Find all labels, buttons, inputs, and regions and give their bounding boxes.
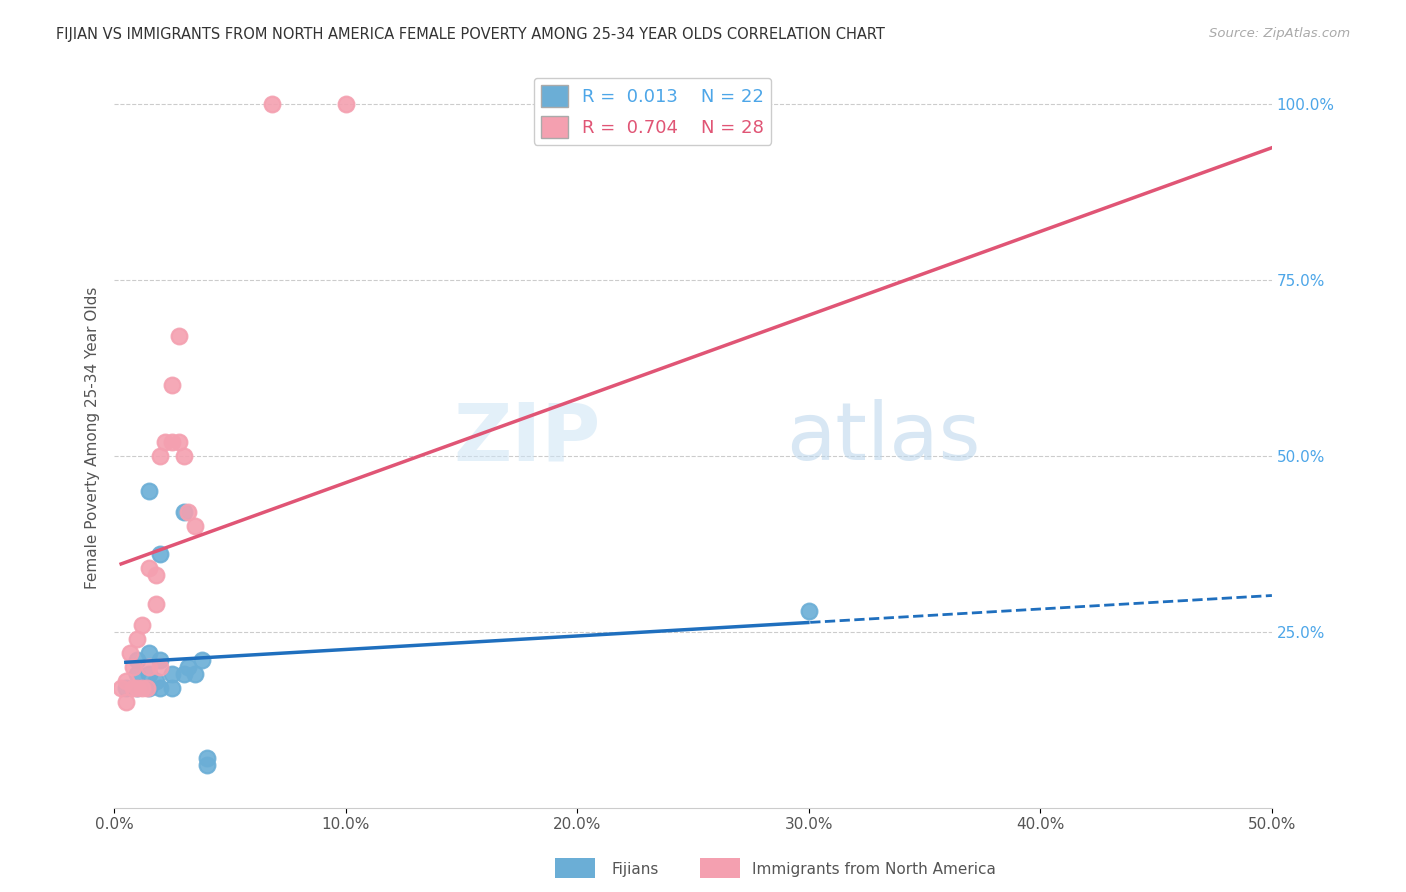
Text: Fijians: Fijians <box>612 863 659 877</box>
Point <box>138 646 160 660</box>
Text: ZIP: ZIP <box>453 399 600 477</box>
Point <box>121 660 143 674</box>
Point <box>191 653 214 667</box>
Point <box>127 681 149 695</box>
Point <box>138 483 160 498</box>
Point <box>110 681 132 695</box>
Point <box>120 646 142 660</box>
Point <box>149 660 172 674</box>
Point <box>160 667 183 681</box>
Point <box>138 660 160 674</box>
Point <box>145 673 167 688</box>
Point <box>114 681 136 695</box>
Point <box>335 96 357 111</box>
Point <box>131 617 153 632</box>
Text: Immigrants from North America: Immigrants from North America <box>752 863 995 877</box>
Point <box>195 751 218 765</box>
Point <box>138 667 160 681</box>
Point <box>127 667 149 681</box>
Point <box>160 378 183 392</box>
Point <box>114 673 136 688</box>
Point <box>127 653 149 667</box>
Point <box>145 568 167 582</box>
Point <box>173 449 195 463</box>
Point <box>149 681 172 695</box>
Point <box>145 597 167 611</box>
Text: Source: ZipAtlas.com: Source: ZipAtlas.com <box>1209 27 1350 40</box>
Point <box>177 660 200 674</box>
Point <box>184 519 207 533</box>
Point <box>149 449 172 463</box>
Point <box>153 434 176 449</box>
Point <box>138 561 160 575</box>
Point <box>127 681 149 695</box>
Point <box>173 505 195 519</box>
Point <box>160 681 183 695</box>
Point <box>138 681 160 695</box>
Point <box>131 681 153 695</box>
Point <box>149 653 172 667</box>
Point <box>149 547 172 561</box>
Point <box>177 505 200 519</box>
Point <box>184 667 207 681</box>
Point <box>195 758 218 772</box>
Point <box>173 667 195 681</box>
Point <box>135 681 157 695</box>
Text: atlas: atlas <box>786 399 980 477</box>
Point <box>167 329 190 343</box>
Point <box>160 434 183 449</box>
Point <box>114 695 136 709</box>
Point <box>797 603 820 617</box>
Legend: R =  0.013    N = 22, R =  0.704    N = 28: R = 0.013 N = 22, R = 0.704 N = 28 <box>534 78 772 145</box>
Point <box>121 681 143 695</box>
Text: FIJIAN VS IMMIGRANTS FROM NORTH AMERICA FEMALE POVERTY AMONG 25-34 YEAR OLDS COR: FIJIAN VS IMMIGRANTS FROM NORTH AMERICA … <box>56 27 886 42</box>
Point <box>260 96 283 111</box>
Y-axis label: Female Poverty Among 25-34 Year Olds: Female Poverty Among 25-34 Year Olds <box>86 287 100 590</box>
Point <box>167 434 190 449</box>
Point <box>127 632 149 646</box>
